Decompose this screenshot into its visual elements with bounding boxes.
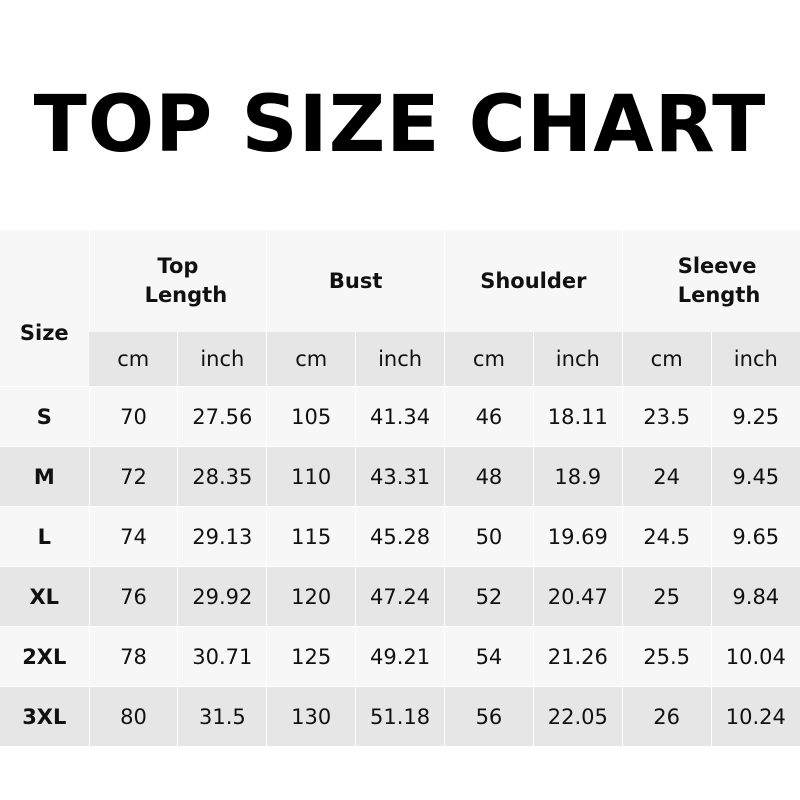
unit-row: cm inch cm inch cm inch cm inch bbox=[0, 332, 800, 387]
size-label: 2XL bbox=[0, 626, 90, 687]
table-row: 2XL 78 30.71 125 49.21 54 21.26 25.5 10.04 bbox=[0, 626, 800, 687]
measurement-cell: 29.13 bbox=[177, 506, 267, 567]
unit-header: inch bbox=[177, 332, 267, 387]
unit-header: cm bbox=[266, 332, 356, 387]
table-row: 3XL 80 31.5 130 51.18 56 22.05 26 10.24 bbox=[0, 686, 800, 746]
measurement-cell: 78 bbox=[88, 626, 178, 687]
measurement-cell: 130 bbox=[266, 686, 356, 746]
table-row: M 72 28.35 110 43.31 48 18.9 24 9.45 bbox=[0, 446, 800, 507]
unit-header: cm bbox=[89, 332, 178, 387]
measurement-cell: 43.31 bbox=[355, 446, 445, 507]
measurement-cell: 23.5 bbox=[621, 386, 712, 447]
size-label: M bbox=[0, 446, 90, 507]
measurement-cell: 115 bbox=[266, 506, 356, 567]
measurement-cell: 9.45 bbox=[710, 446, 800, 507]
measurement-cell: 80 bbox=[88, 686, 178, 746]
measurement-cell: 51.18 bbox=[355, 686, 445, 746]
unit-header: cm bbox=[444, 332, 534, 387]
measurement-cell: 54 bbox=[444, 626, 534, 687]
measurement-cell: 22.05 bbox=[532, 686, 623, 746]
table-row: L 74 29.13 115 45.28 50 19.69 24.5 9.65 bbox=[0, 506, 800, 567]
measurement-cell: 56 bbox=[444, 686, 534, 746]
measurement-cell: 74 bbox=[88, 506, 178, 567]
measurement-cell: 125 bbox=[266, 626, 356, 687]
unit-header: cm bbox=[621, 332, 712, 387]
measurement-cell: 9.25 bbox=[710, 386, 800, 447]
measurement-cell: 29.92 bbox=[177, 566, 267, 627]
size-label: 3XL bbox=[0, 686, 90, 746]
measurement-cell: 45.28 bbox=[355, 506, 445, 567]
measurement-cell: 41.34 bbox=[355, 386, 445, 447]
measurement-cell: 50 bbox=[444, 506, 534, 567]
unit-header: inch bbox=[355, 332, 445, 387]
table-row: XL 76 29.92 120 47.24 52 20.47 25 9.84 bbox=[0, 566, 800, 627]
measurement-cell: 105 bbox=[266, 386, 356, 447]
measurement-cell: 28.35 bbox=[177, 446, 267, 507]
measurement-cell: 31.5 bbox=[177, 686, 267, 746]
size-header: Size bbox=[0, 230, 90, 387]
measurement-cell: 19.69 bbox=[532, 506, 623, 567]
measurement-cell: 47.24 bbox=[355, 566, 445, 627]
measurement-cell: 24.5 bbox=[621, 506, 712, 567]
group-header-bust: Bust bbox=[266, 230, 445, 332]
size-chart-table: Size Top Length Bust Shoulder Sleeve Len… bbox=[0, 230, 800, 746]
size-label: XL bbox=[0, 566, 90, 627]
unit-header: inch bbox=[710, 332, 800, 387]
group-header-top-length: Top Length bbox=[88, 230, 267, 332]
measurement-cell: 24 bbox=[621, 446, 712, 507]
measurement-cell: 10.24 bbox=[710, 686, 800, 746]
measurement-cell: 9.84 bbox=[710, 566, 800, 627]
page-title: TOP SIZE CHART bbox=[33, 80, 767, 170]
size-label: S bbox=[0, 386, 90, 447]
measurement-cell: 26 bbox=[621, 686, 712, 746]
measurement-cell: 25.5 bbox=[621, 626, 712, 687]
measurement-cell: 76 bbox=[88, 566, 178, 627]
measurement-cell: 30.71 bbox=[177, 626, 267, 687]
measurement-cell: 70 bbox=[88, 386, 178, 447]
measurement-cell: 10.04 bbox=[710, 626, 800, 687]
measurement-cell: 52 bbox=[444, 566, 534, 627]
measurement-cell: 48 bbox=[444, 446, 534, 507]
header-row: Size Top Length Bust Shoulder Sleeve Len… bbox=[0, 230, 800, 387]
measurement-cell: 18.9 bbox=[532, 446, 623, 507]
group-header-shoulder: Shoulder bbox=[444, 230, 623, 332]
measurement-cell: 120 bbox=[266, 566, 356, 627]
measurement-cell: 21.26 bbox=[532, 626, 623, 687]
measurement-cell: 72 bbox=[88, 446, 178, 507]
table-row: S 70 27.56 105 41.34 46 18.11 23.5 9.25 bbox=[0, 386, 800, 447]
measurement-cell: 49.21 bbox=[355, 626, 445, 687]
measurement-cell: 18.11 bbox=[532, 386, 623, 447]
group-header-sleeve-length: Sleeve Length bbox=[621, 230, 800, 332]
size-label: L bbox=[0, 506, 90, 567]
measurement-cell: 46 bbox=[444, 386, 534, 447]
measurement-cell: 20.47 bbox=[532, 566, 623, 627]
measurement-cell: 25 bbox=[621, 566, 712, 627]
measurement-cell: 27.56 bbox=[177, 386, 267, 447]
measurement-cell: 110 bbox=[266, 446, 356, 507]
unit-header: inch bbox=[532, 332, 623, 387]
measurement-cell: 9.65 bbox=[710, 506, 800, 567]
